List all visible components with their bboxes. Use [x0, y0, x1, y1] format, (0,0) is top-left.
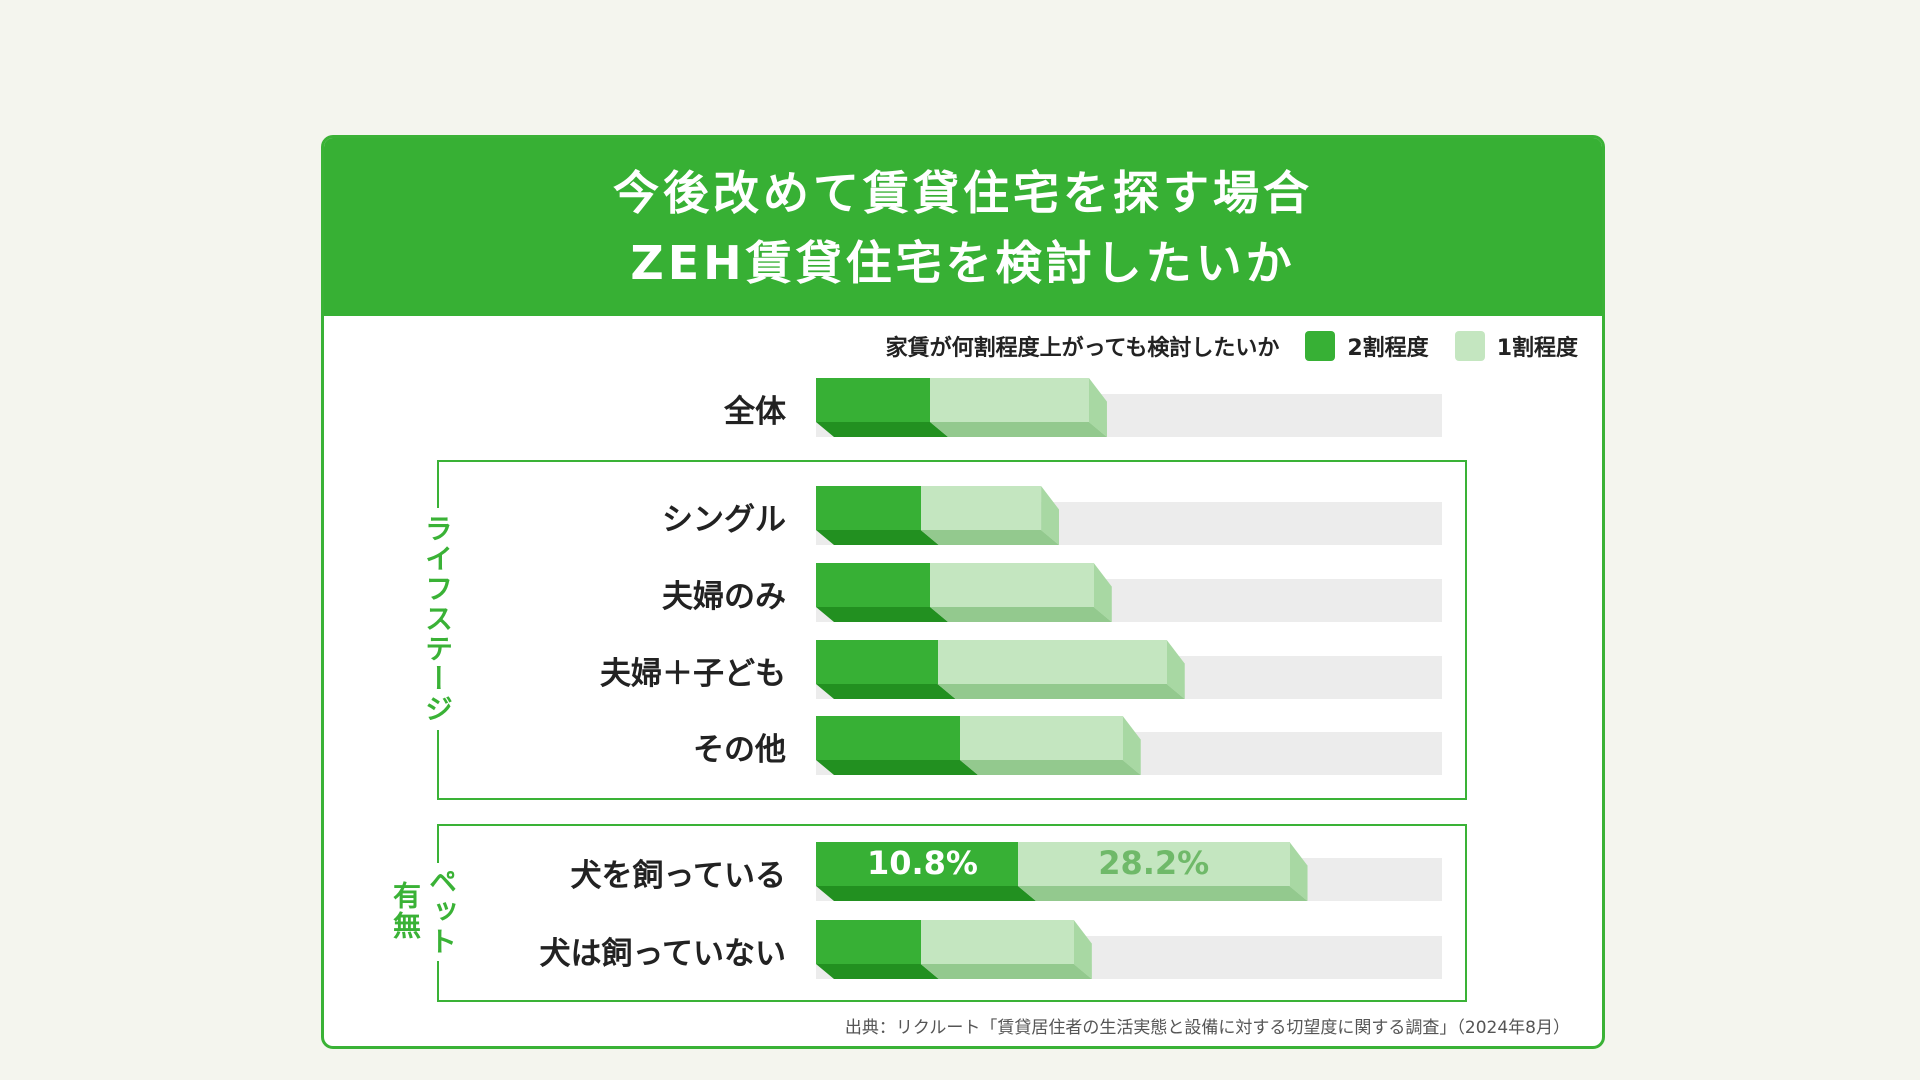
bar-dark-2wari: [816, 842, 1018, 886]
legend-swatch-dark: [1305, 331, 1336, 361]
bar-dark-2wari: [816, 716, 960, 760]
bar-light-1wari: [1017, 842, 1290, 886]
bar-light-1wari: [930, 378, 1089, 422]
row-label: 全体: [724, 394, 786, 430]
bar-dark-bottom: [816, 684, 956, 699]
row-label: 夫婦＋子ども: [600, 656, 786, 692]
bar-light-bottom: [930, 607, 1112, 622]
row-label: その他: [693, 732, 786, 768]
legend-question: 家賃が何割程度上がっても検討したいか: [885, 336, 1280, 361]
bar-light-bottom: [920, 530, 1060, 545]
legend-swatch-light: [1454, 331, 1485, 361]
bar-dark-bottom: [816, 760, 978, 775]
bar-light-bottom: [930, 422, 1107, 437]
bar-light-1wari: [920, 486, 1042, 530]
legend: 家賃が何割程度上がっても検討したいか 2割程度 1割程度: [886, 330, 1578, 362]
group-label-umu: 有無: [389, 881, 422, 941]
bar-dark-2wari: [816, 920, 921, 964]
title-line-1: 今後改めて賃貸住宅を探す場合: [613, 166, 1313, 220]
bar-light-bottom: [959, 760, 1141, 775]
data-label-1wari: 28.2%: [1098, 844, 1210, 882]
bar-dark-2wari: [816, 640, 938, 684]
source-note: 出典：リクルート「賃貸居住者の生活実態と設備に対する切望度に関する調査」（202…: [844, 1018, 1570, 1038]
legend-item-2wari: 2割程度: [1347, 336, 1429, 361]
legend-item-1wari: 1割程度: [1496, 336, 1578, 361]
bar-dark-2wari: [816, 378, 931, 422]
group-label-pet: ペット: [425, 863, 458, 961]
row-label: 犬を飼っている: [570, 858, 786, 894]
bar-light-1wari: [930, 563, 1094, 607]
bar-light-1wari: [959, 716, 1123, 760]
row-label: 夫婦のみ: [662, 579, 786, 615]
row-label: シングル: [662, 502, 786, 538]
bar-dark-2wari: [816, 563, 931, 607]
bar-dark-2wari: [816, 486, 921, 530]
bar-dark-bottom: [816, 886, 1036, 901]
bar-light-bottom: [1017, 886, 1308, 901]
title-line-2: ZEH賃貸住宅を検討したいか: [630, 236, 1296, 290]
bar-dark-bottom: [816, 422, 949, 437]
bar-dark-bottom: [816, 964, 939, 979]
group-label-life-stage: ライフステージ: [421, 508, 454, 730]
bar-light-1wari: [937, 640, 1167, 684]
bar-dark-bottom: [816, 530, 939, 545]
chart-card: 今後改めて賃貸住宅を探す場合 ZEH賃貸住宅を検討したいか 家賃が何割程度上がっ…: [321, 135, 1605, 1049]
chart-title: 今後改めて賃貸住宅を探す場合 ZEH賃貸住宅を検討したいか: [324, 138, 1602, 316]
data-label-2wari: 10.8%: [866, 844, 978, 882]
row-label: 犬は飼っていない: [539, 936, 786, 972]
bar-light-bottom: [920, 964, 1092, 979]
bar-light-1wari: [920, 920, 1074, 964]
bar-dark-bottom: [816, 607, 949, 622]
bar-light-bottom: [937, 684, 1185, 699]
